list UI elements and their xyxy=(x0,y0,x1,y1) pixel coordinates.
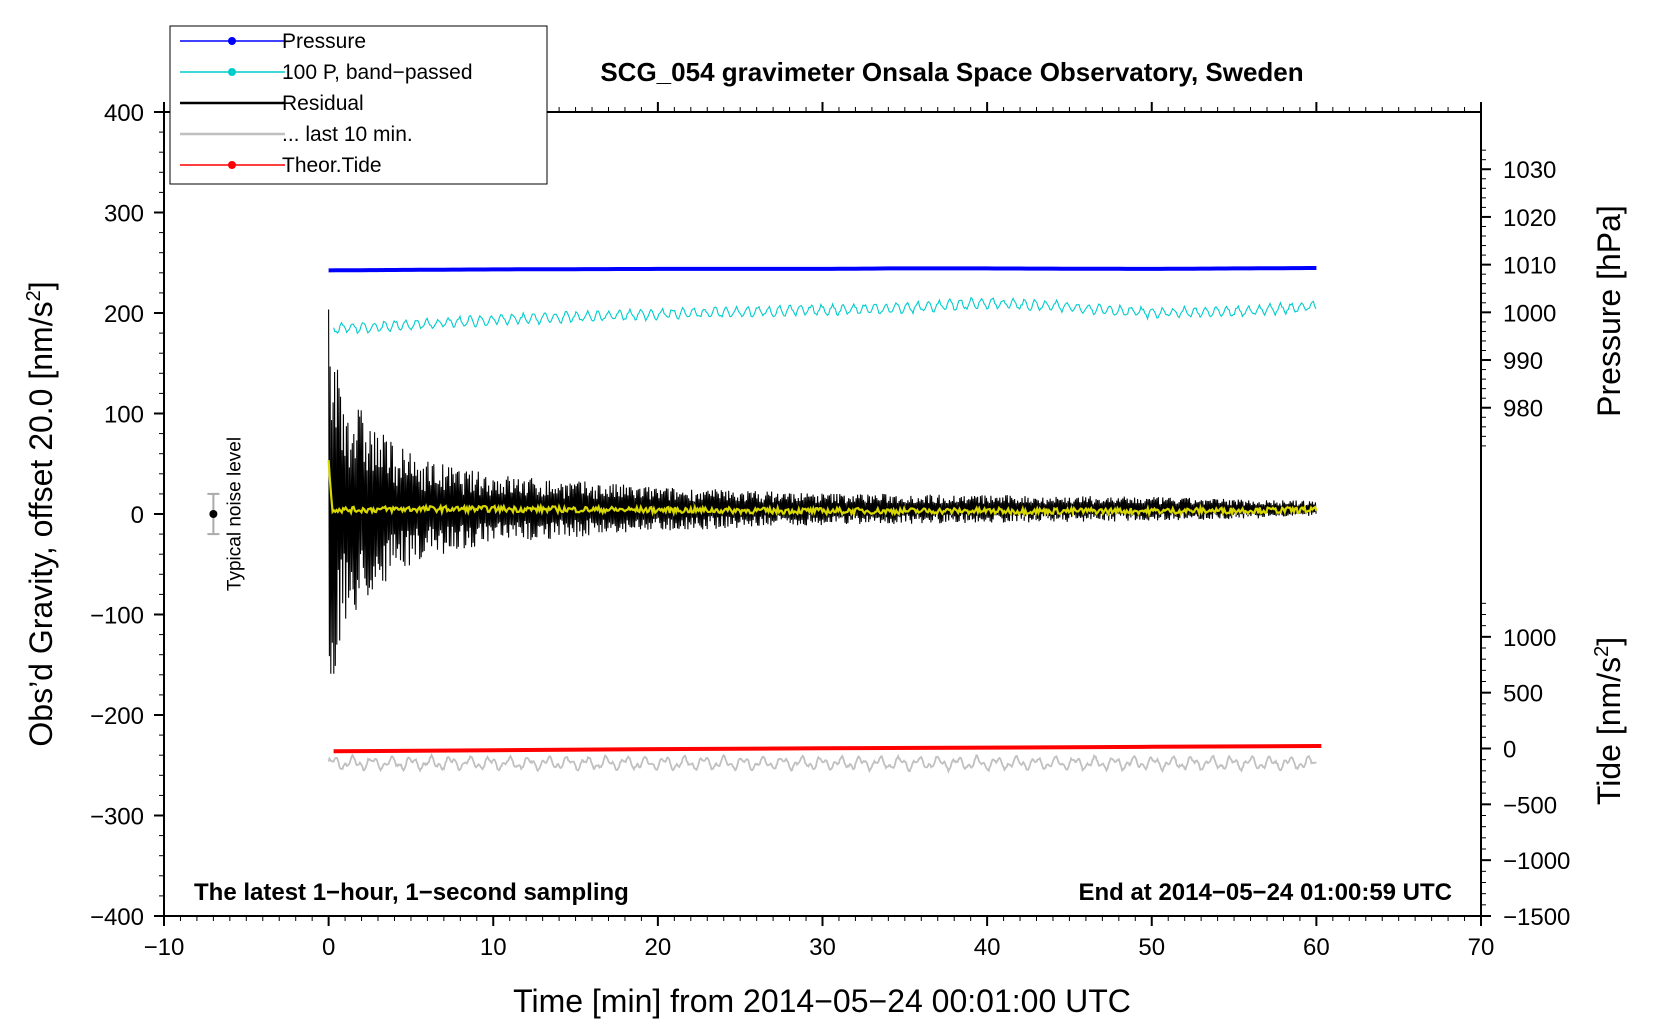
y-axis-title-gravity-close: ] xyxy=(23,281,59,290)
y-axis-tide: 1000 500 0 −500 −1000 −1500 xyxy=(1481,602,1570,931)
legend-entry: Pressure xyxy=(180,30,366,53)
y-tick-label: 200 xyxy=(104,301,144,328)
y-axis-gravity: 400 300 200 100 0 −100 −200 −300 −400 xyxy=(90,100,164,931)
y-axis-minor-ticks xyxy=(159,131,164,897)
x-tick-label: 30 xyxy=(809,934,836,961)
noise-indicator xyxy=(207,492,220,536)
legend-label: Theor.Tide xyxy=(282,154,382,177)
y-axis-title-gravity-text: Obs’d Gravity, offset 20.0 [nm/s xyxy=(23,301,59,746)
legend-box xyxy=(169,25,548,185)
series-layer xyxy=(327,266,1322,775)
legend-entry: Residual xyxy=(180,92,364,115)
x-tick-label: 40 xyxy=(974,934,1001,961)
legend-label: Pressure xyxy=(282,30,366,53)
y-tick-label: −200 xyxy=(90,703,144,730)
end-time-note: End at 2014−05−24 01:00:59 UTC xyxy=(1078,879,1452,906)
x-tick-label: −10 xyxy=(144,934,185,961)
legend-marker xyxy=(228,161,236,169)
chart-title: SCG_054 gravimeter Onsala Space Observat… xyxy=(600,57,1303,87)
noise-label: Typical noise level xyxy=(224,437,245,591)
tide-tick-label: 1000 xyxy=(1503,625,1556,652)
series-theoretical-tide xyxy=(333,744,1322,754)
pressure-tick-label: 1020 xyxy=(1503,205,1556,232)
y-axis-title-gravity-sup: 2 xyxy=(23,290,45,301)
tide-tick-label: −1500 xyxy=(1503,904,1570,931)
x-axis: −10 0 10 20 30 40 50 60 70 xyxy=(144,102,1495,961)
y-tick-label: −300 xyxy=(90,804,144,831)
legend-marker xyxy=(228,68,236,76)
pressure-tick-label: 1010 xyxy=(1503,253,1556,280)
x-tick-label: 70 xyxy=(1468,934,1495,961)
legend-label: Residual xyxy=(282,92,364,115)
y-tick-label: 300 xyxy=(104,201,144,228)
x-tick-label: 20 xyxy=(645,934,672,961)
series-pressure-bandpassed xyxy=(333,296,1317,335)
y-axis-title-tide-sup: 2 xyxy=(1591,646,1613,657)
pressure-tick-label: 990 xyxy=(1503,348,1543,375)
legend: Pressure 100 P, band−passed Residual ... la… xyxy=(169,25,548,185)
x-tick-label: 10 xyxy=(480,934,507,961)
series-residual-smoothed xyxy=(327,460,1318,519)
noise-point xyxy=(209,510,218,518)
tide-tick-label: 0 xyxy=(1503,737,1516,764)
tide-tick-label: −500 xyxy=(1503,792,1557,819)
y-tick-label: −100 xyxy=(90,603,144,630)
x-axis-title: Time [min] from 2014−05−24 00:01:00 UTC xyxy=(513,983,1131,1019)
y-axis-pressure: 1030 1020 1010 1000 990 980 xyxy=(1481,149,1556,447)
series-pressure xyxy=(328,266,1317,273)
legend-label: ... last 10 min. xyxy=(282,123,413,146)
x-tick-label: 0 xyxy=(322,934,335,961)
y-tick-label: 100 xyxy=(104,402,144,429)
pressure-tick-label: 1000 xyxy=(1503,300,1556,327)
legend-entry: Theor.Tide xyxy=(180,154,382,177)
legend-marker xyxy=(228,37,236,45)
sampling-note: The latest 1−hour, 1−second sampling xyxy=(194,879,629,906)
y-axis-title-tide: Tide [nm/s2] xyxy=(1591,637,1627,805)
legend-label: 100 P, band−passed xyxy=(282,61,473,84)
pressure-tick-label: 980 xyxy=(1503,396,1543,423)
y-axis-title-tide-text: Tide [nm/s xyxy=(1591,657,1627,805)
x-tick-label: 60 xyxy=(1303,934,1330,961)
tide-tick-label: 500 xyxy=(1503,681,1543,708)
series-residual xyxy=(328,309,1317,674)
x-axis-minor-ticks xyxy=(179,107,1466,921)
legend-entry: ... last 10 min. xyxy=(180,123,413,146)
series-last-10-min xyxy=(327,752,1317,775)
legend-entry: 100 P, band−passed xyxy=(180,61,473,84)
y-axis-title-pressure: Pressure [hPa] xyxy=(1591,205,1627,417)
y-axis-title-tide-close: ] xyxy=(1591,637,1627,646)
pressure-tick-label: 1030 xyxy=(1503,157,1556,184)
x-tick-label: 50 xyxy=(1138,934,1165,961)
tide-tick-label: −1000 xyxy=(1503,848,1570,875)
y-tick-label: −400 xyxy=(90,904,144,931)
y-axis-title-gravity: Obs’d Gravity, offset 20.0 [nm/s2] xyxy=(23,281,59,746)
y-tick-label: 0 xyxy=(131,502,144,529)
y-tick-label: 400 xyxy=(104,100,144,127)
